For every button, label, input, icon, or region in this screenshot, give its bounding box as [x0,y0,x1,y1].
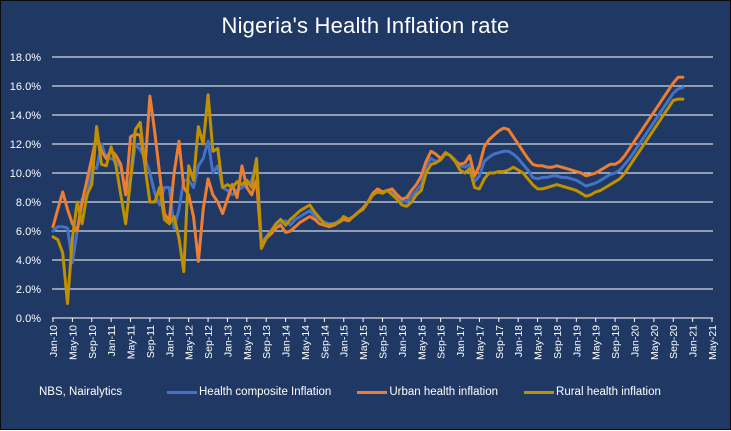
y-tick-labels: 0.0% 2.0% 4.0% 6.0% 8.0% 10.0% 12.0% 14.0% 16.0%… [10,52,41,325]
y-tick-label: 8.0% [16,197,41,209]
x-tick-label: Sep-11 [145,325,157,358]
x-tick-label: Jan-14 [281,325,293,357]
chart-title: Nigeria's Health Inflation rate [221,13,510,38]
x-tick-label: Sep-10 [87,325,99,359]
legend-label-urban: Urban health inflation [389,386,499,398]
x-tick-label: May-17 [474,325,486,360]
y-tick-label: 4.0% [16,255,41,267]
x-tick-label: Jan-18 [513,325,525,357]
x-tick-label: May-13 [242,325,254,360]
y-tick-label: 18.0% [10,52,41,64]
x-tick-label: Sep-17 [494,325,506,359]
series-line-rural-health-inflation [51,93,685,305]
legend-swatch-urban [357,390,388,394]
legend-item-urban: Urban health inflation [357,386,498,398]
x-tick-label: Jan-11 [106,325,118,356]
x-tick-label: May-12 [184,325,196,360]
x-tick-label: Sep-15 [378,325,390,359]
x-tick-label: Sep-20 [668,325,680,359]
x-axis [52,317,713,322]
x-tick-label: May-15 [358,325,370,360]
source-label: NBS, Nairalytics [39,386,123,398]
y-tick-label: 14.0% [10,110,41,122]
legend-item-rural: Rural health inflation [524,386,661,398]
legend-swatch-composite [167,390,197,394]
x-tick-label: Jan-21 [688,325,700,357]
y-tick-label: 16.0% [10,81,41,93]
x-tick-label: Jan-20 [629,325,641,357]
x-tick-label: Sep-18 [552,325,564,359]
x-tick-label: Jan-19 [571,325,583,357]
x-tick-label: May-21 [707,325,719,360]
x-tick-label: May-18 [533,325,545,360]
x-tick-label: Jan-13 [222,325,234,357]
y-tick-label: 12.0% [10,139,41,151]
y-tick-label: 0.0% [16,313,41,325]
legend-item-composite: Health composite Inflation [167,386,331,398]
legend-label-rural: Rural health inflation [556,386,661,398]
x-tick-label: May-20 [649,325,661,360]
x-tick-label: Jan-15 [339,325,351,357]
x-tick-label: Jan-10 [48,325,60,357]
y-tick-label: 6.0% [16,226,41,238]
x-tick-label: May-16 [416,325,428,360]
x-tick-label: Jan-16 [397,325,409,357]
x-tick-label: May-19 [591,325,603,360]
x-tick-label: Sep-19 [610,325,622,359]
y-tick-label: 2.0% [16,284,41,296]
x-tick-label: Sep-14 [319,325,331,359]
x-tick-label: May-10 [67,325,79,360]
y-tick-label: 10.0% [10,168,41,180]
legend: Health composite Inflation Urban health … [167,386,687,398]
x-tick-label: May-14 [300,325,312,360]
x-tick-labels: Jan-10 May-10 Sep-10 Jan-11 May-11 Sep-11 Jan-… [48,325,719,360]
legend-swatch-rural [524,390,555,394]
series-lines [51,75,685,305]
x-tick-label: May-11 [126,325,138,359]
x-tick-label: Jan-17 [455,325,467,357]
x-tick-label: Sep-16 [436,325,448,359]
x-tick-label: Jan-12 [164,325,176,357]
x-tick-label: Sep-12 [203,325,215,359]
legend-label-composite: Health composite Inflation [199,386,332,398]
x-tick-label: Sep-13 [261,325,273,359]
